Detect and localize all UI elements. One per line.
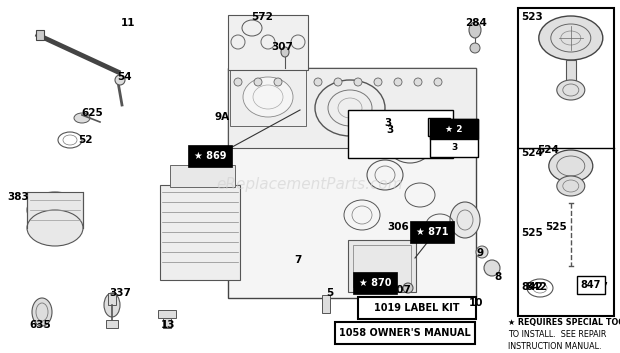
- Text: 284: 284: [465, 18, 487, 28]
- Text: 1: 1: [435, 118, 441, 128]
- Ellipse shape: [539, 16, 603, 60]
- Text: ★ REQUIRES SPECIAL TOOLS: ★ REQUIRES SPECIAL TOOLS: [508, 318, 620, 327]
- Ellipse shape: [403, 283, 413, 293]
- Ellipse shape: [234, 78, 242, 86]
- Bar: [158, 310, 176, 318]
- Ellipse shape: [414, 78, 422, 86]
- Bar: [230, 68, 306, 126]
- Text: 54: 54: [118, 72, 132, 82]
- Text: TO INSTALL.  SEE REPAIR: TO INSTALL. SEE REPAIR: [508, 330, 606, 339]
- Text: 1019 LABEL KIT: 1019 LABEL KIT: [374, 303, 460, 313]
- Text: 635: 635: [29, 320, 51, 330]
- Text: ★ 2: ★ 2: [445, 125, 463, 133]
- Ellipse shape: [549, 150, 593, 182]
- Ellipse shape: [374, 78, 382, 86]
- Ellipse shape: [394, 78, 402, 86]
- Bar: [27, 192, 83, 228]
- Text: 5: 5: [326, 288, 334, 298]
- Ellipse shape: [115, 75, 125, 85]
- Ellipse shape: [434, 78, 442, 86]
- Text: 523: 523: [521, 12, 542, 22]
- Bar: [335, 322, 475, 344]
- Bar: [430, 119, 478, 157]
- Bar: [348, 110, 453, 158]
- Bar: [228, 68, 476, 148]
- Bar: [358, 297, 476, 319]
- Text: 7: 7: [294, 255, 302, 265]
- Text: 1058 OWNER'S MANUAL: 1058 OWNER'S MANUAL: [339, 328, 471, 338]
- Text: 3: 3: [451, 143, 457, 151]
- Ellipse shape: [243, 77, 293, 117]
- Text: 337: 337: [109, 288, 131, 298]
- Text: 9: 9: [476, 248, 484, 258]
- Text: eReplacementParts.com: eReplacementParts.com: [216, 178, 404, 192]
- Text: 9A: 9A: [215, 112, 229, 122]
- Bar: [228, 68, 476, 298]
- Ellipse shape: [27, 210, 83, 246]
- Text: 524: 524: [521, 148, 543, 158]
- Text: 625: 625: [81, 108, 103, 118]
- Text: 383: 383: [7, 192, 29, 202]
- Text: 307: 307: [271, 42, 293, 52]
- Text: 10: 10: [469, 298, 483, 308]
- Bar: [228, 15, 308, 70]
- Text: 572: 572: [251, 12, 273, 22]
- Text: 307: 307: [389, 285, 411, 295]
- Ellipse shape: [476, 246, 488, 258]
- Ellipse shape: [281, 47, 289, 57]
- Ellipse shape: [354, 78, 362, 86]
- Bar: [163, 318, 171, 328]
- Bar: [108, 293, 116, 305]
- Bar: [566, 60, 576, 90]
- Text: 11: 11: [121, 18, 135, 28]
- Bar: [518, 8, 614, 316]
- Text: 1: 1: [436, 122, 444, 132]
- Ellipse shape: [450, 202, 480, 238]
- Ellipse shape: [334, 78, 342, 86]
- Text: 525: 525: [521, 228, 542, 238]
- Bar: [160, 185, 240, 280]
- Text: 524: 524: [537, 145, 559, 155]
- Text: 3: 3: [384, 118, 392, 128]
- Ellipse shape: [469, 22, 481, 38]
- Text: ★ 871: ★ 871: [416, 227, 448, 237]
- Text: 52: 52: [78, 135, 92, 145]
- Text: 306: 306: [387, 222, 409, 232]
- Ellipse shape: [314, 78, 322, 86]
- Ellipse shape: [74, 113, 90, 123]
- Text: 847: 847: [586, 282, 608, 292]
- Ellipse shape: [27, 192, 83, 228]
- Ellipse shape: [254, 78, 262, 86]
- Bar: [348, 240, 416, 292]
- Bar: [106, 320, 118, 328]
- Text: 525: 525: [545, 222, 567, 232]
- Text: 842: 842: [525, 282, 547, 292]
- Text: ★ 869: ★ 869: [193, 151, 226, 161]
- Ellipse shape: [470, 43, 480, 53]
- Text: INSTRUCTION MANUAL.: INSTRUCTION MANUAL.: [508, 342, 601, 351]
- Bar: [430, 119, 478, 139]
- Text: 3: 3: [386, 125, 394, 135]
- Bar: [170, 165, 235, 187]
- Bar: [428, 118, 450, 136]
- Text: 13: 13: [161, 320, 175, 330]
- Text: 842: 842: [521, 282, 543, 292]
- Text: ★ 870: ★ 870: [359, 278, 391, 288]
- Ellipse shape: [32, 298, 52, 326]
- Bar: [353, 245, 411, 287]
- Ellipse shape: [484, 260, 500, 276]
- Ellipse shape: [557, 176, 585, 196]
- Ellipse shape: [274, 78, 282, 86]
- Ellipse shape: [557, 80, 585, 100]
- Text: 8: 8: [494, 272, 502, 282]
- Text: 847: 847: [581, 280, 601, 290]
- Bar: [322, 295, 330, 313]
- Bar: [36, 30, 44, 40]
- Ellipse shape: [104, 293, 120, 317]
